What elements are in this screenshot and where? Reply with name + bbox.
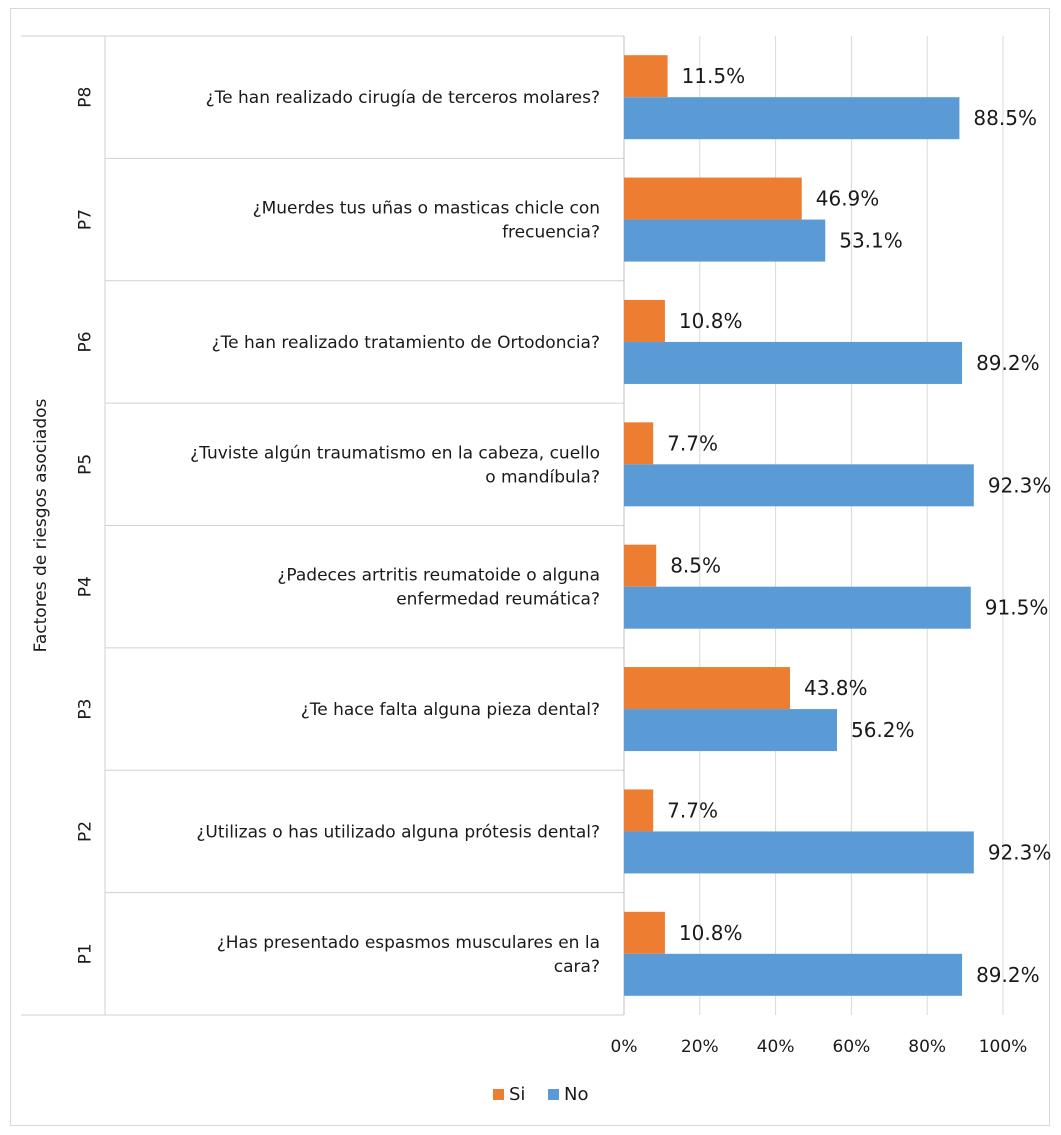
category-code: P3 bbox=[76, 699, 96, 720]
category-code: P5 bbox=[76, 454, 96, 475]
data-label: 89.2% bbox=[976, 963, 1040, 987]
y-axis-title: Factores de riesgos asociados bbox=[31, 398, 51, 652]
category-question: ¿Utilizas o has utilizado alguna prótesi… bbox=[196, 822, 600, 842]
category-question: ¿Padeces artritis reumatoide o alguna bbox=[277, 566, 600, 586]
data-label: 92.3% bbox=[988, 473, 1052, 497]
legend-label-no: No bbox=[564, 1084, 588, 1105]
category-code: P2 bbox=[76, 821, 96, 842]
bar-no bbox=[624, 831, 974, 874]
x-tick-label: 0% bbox=[611, 1037, 638, 1057]
bar-si bbox=[624, 55, 668, 98]
x-tick-label: 60% bbox=[833, 1037, 871, 1057]
category-question: ¿Te han realizado tratamiento de Ortodon… bbox=[212, 333, 600, 353]
data-label: 92.3% bbox=[988, 840, 1052, 864]
data-label: 11.5% bbox=[682, 64, 746, 88]
data-label: 88.5% bbox=[973, 106, 1037, 130]
data-label: 7.7% bbox=[667, 798, 718, 822]
category-question: o mandíbula? bbox=[485, 467, 600, 487]
legend-label-si: Si bbox=[509, 1084, 525, 1105]
category-question: ¿Te hace falta alguna pieza dental? bbox=[301, 700, 600, 720]
legend-swatch-si bbox=[493, 1089, 504, 1100]
bar-no bbox=[624, 97, 960, 140]
bar-si bbox=[624, 789, 654, 832]
data-label: 10.8% bbox=[679, 309, 743, 333]
data-label: 46.9% bbox=[816, 187, 880, 211]
x-tick-label: 40% bbox=[757, 1037, 795, 1057]
category-code: P8 bbox=[76, 87, 96, 108]
legend-swatch-no bbox=[548, 1089, 559, 1100]
category-code: P4 bbox=[76, 576, 96, 597]
category-question: frecuencia? bbox=[502, 223, 600, 243]
data-label: 56.2% bbox=[851, 718, 915, 742]
bar-no bbox=[624, 219, 826, 262]
bar-no bbox=[624, 464, 974, 507]
bar-no bbox=[624, 953, 963, 996]
bar-no bbox=[624, 709, 837, 752]
data-label: 91.5% bbox=[985, 596, 1049, 620]
category-question: ¿Te han realizado cirugía de terceros mo… bbox=[206, 88, 600, 108]
x-tick-label: 100% bbox=[979, 1037, 1028, 1057]
bar-si bbox=[624, 422, 654, 465]
category-code: P1 bbox=[76, 943, 96, 964]
data-label: 7.7% bbox=[667, 431, 718, 455]
bar-si bbox=[624, 299, 665, 342]
category-question: enfermedad reumática? bbox=[396, 590, 600, 610]
category-question: ¿Has presentado espasmos musculares en l… bbox=[217, 933, 600, 953]
bar-si bbox=[624, 177, 802, 220]
data-label: 89.2% bbox=[976, 351, 1040, 375]
bar-si bbox=[624, 544, 657, 587]
bar-si bbox=[624, 667, 791, 710]
data-label: 43.8% bbox=[804, 676, 868, 700]
x-tick-label: 80% bbox=[908, 1037, 946, 1057]
data-label: 8.5% bbox=[670, 554, 721, 578]
chart-frame bbox=[10, 8, 1050, 1126]
category-question: ¿Muerdes tus uñas o masticas chicle con bbox=[253, 199, 600, 219]
data-label: 53.1% bbox=[839, 229, 903, 253]
bar-no bbox=[624, 586, 971, 629]
bar-si bbox=[624, 911, 665, 954]
x-tick-label: 20% bbox=[681, 1037, 719, 1057]
bar-no bbox=[624, 341, 963, 384]
data-label: 10.8% bbox=[679, 921, 743, 945]
category-question: cara? bbox=[554, 957, 600, 977]
category-code: P7 bbox=[76, 209, 96, 230]
category-question: ¿Tuviste algún traumatismo en la cabeza,… bbox=[190, 443, 600, 463]
category-code: P6 bbox=[76, 331, 96, 352]
